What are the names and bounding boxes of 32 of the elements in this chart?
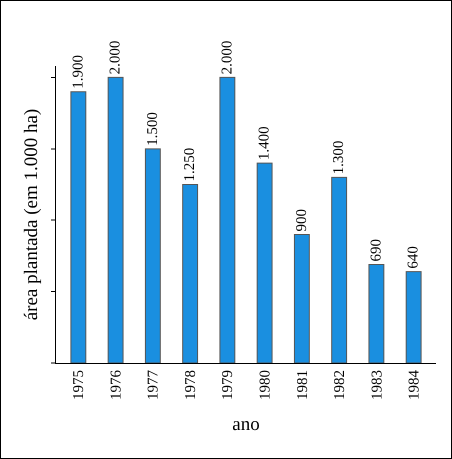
- bar: [256, 162, 273, 363]
- x-tick-label: 1984: [406, 370, 423, 400]
- x-axis-title: ano: [232, 414, 260, 435]
- x-tick-label: 1980: [258, 370, 274, 400]
- bar: [219, 76, 236, 363]
- data-label: 1.300: [331, 140, 348, 174]
- bar: [331, 176, 348, 363]
- x-tick-label: 1976: [108, 370, 124, 400]
- data-label: 2.000: [219, 40, 236, 74]
- bar: [368, 264, 384, 363]
- data-label: 1.900: [70, 54, 86, 89]
- data-label: 2.000: [108, 40, 124, 74]
- data-label: 690: [368, 238, 384, 262]
- bar: [70, 91, 86, 363]
- x-tick-label: 1977: [146, 370, 162, 400]
- bar: [144, 148, 161, 363]
- bar: [406, 271, 422, 363]
- y-axis-title: área plantada (em 1.000 ha): [20, 108, 42, 320]
- bar: [182, 184, 198, 363]
- x-tick-label: 1979: [220, 370, 236, 400]
- bar: [294, 234, 310, 363]
- x-tick-label: 1978: [182, 370, 199, 400]
- data-label: 900: [294, 208, 310, 232]
- x-tick-label: 1975: [71, 370, 88, 400]
- data-label: 1.400: [256, 126, 273, 160]
- bar: [108, 76, 124, 363]
- data-label: 1.500: [144, 112, 161, 146]
- data-label: 640: [406, 246, 422, 269]
- x-tick-label: 1983: [369, 370, 386, 400]
- x-tick-label: 1981: [294, 370, 311, 400]
- x-tick-label: 1982: [332, 370, 348, 400]
- data-label: 1.250: [182, 148, 198, 182]
